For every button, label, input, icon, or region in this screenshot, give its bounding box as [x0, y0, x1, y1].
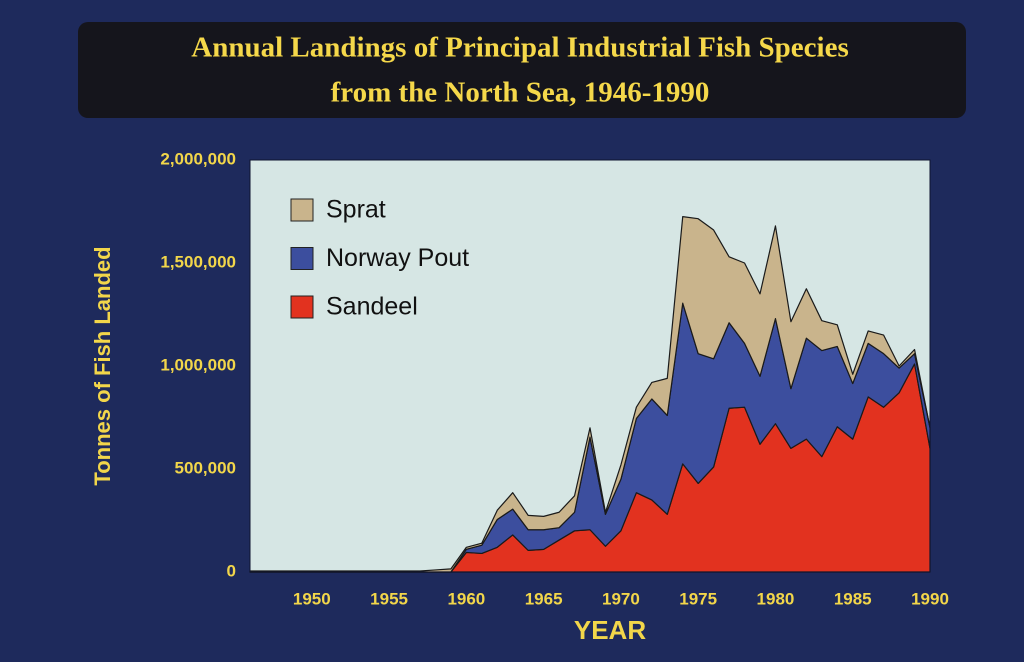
x-tick-label: 1950 — [293, 589, 331, 608]
legend-swatch — [290, 247, 314, 270]
legend-label: Sandeel — [326, 293, 418, 321]
x-axis-label: YEAR — [574, 615, 646, 645]
x-tick-label: 1985 — [834, 589, 872, 608]
x-tick-label: 1955 — [370, 589, 408, 608]
x-tick-label: 1965 — [525, 589, 563, 608]
y-tick-label: 500,000 — [175, 458, 236, 477]
legend-label: Sprat — [326, 196, 386, 224]
x-tick-label: 1975 — [679, 589, 717, 608]
legend-swatch — [290, 198, 314, 222]
y-tick-label: 2,000,000 — [160, 149, 236, 168]
y-axis-label: Tonnes of Fish Landed — [90, 246, 115, 485]
chart-title: Annual Landings of Principal Industrial … — [191, 32, 849, 64]
area — [249, 216, 931, 573]
y-tick-label: 0 — [227, 561, 236, 580]
x-tick-label: 1960 — [447, 589, 485, 608]
title-box — [78, 22, 966, 118]
x-tick-label: 1970 — [602, 589, 640, 608]
x-tick-label: 1990 — [911, 589, 949, 608]
plot-frame — [249, 159, 931, 573]
legend-swatch — [290, 295, 314, 319]
y-tick-label: 1,000,000 — [160, 355, 236, 374]
x-tick-label: 1980 — [757, 589, 795, 608]
chart-title: from the North Sea, 1946-1990 — [331, 77, 710, 109]
legend-label: Norway Pout — [326, 244, 469, 272]
y-tick-label: 1,500,000 — [160, 252, 236, 271]
